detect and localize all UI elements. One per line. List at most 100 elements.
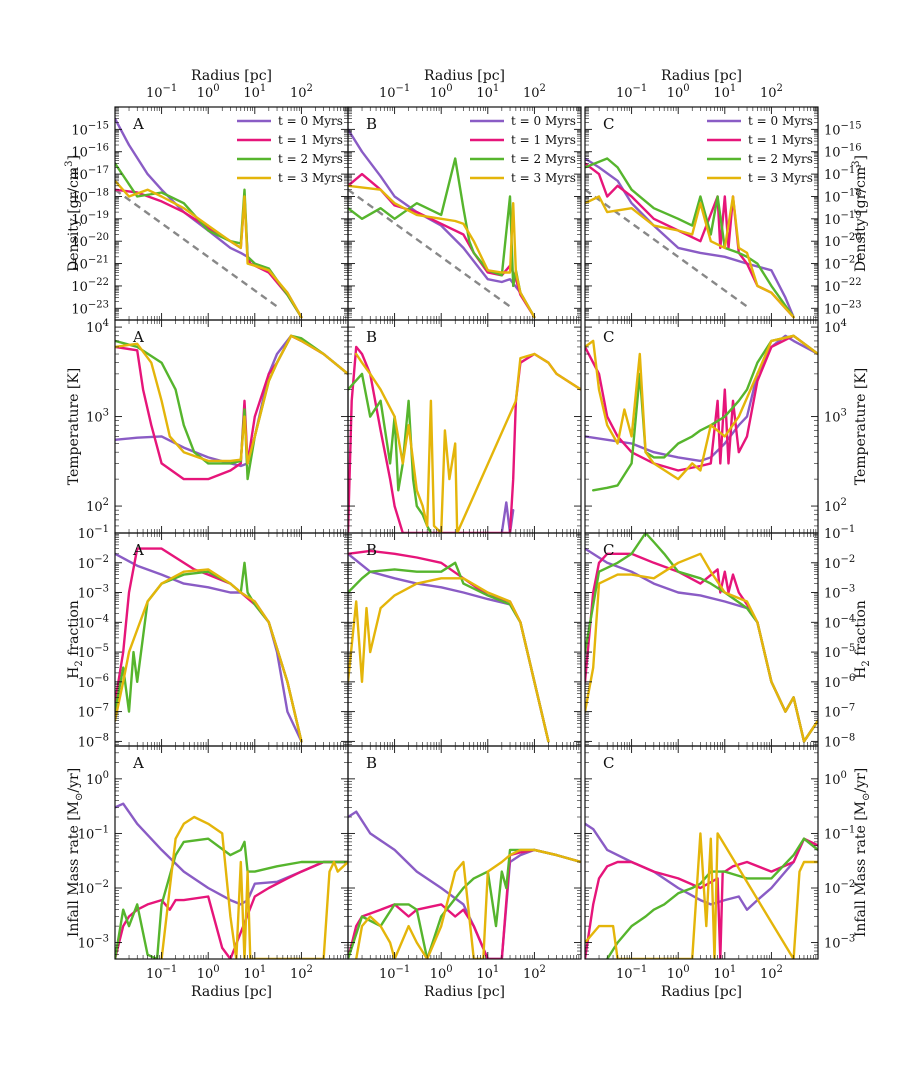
- y-tick-label: 102: [824, 497, 847, 515]
- series-line-t3: [585, 552, 818, 743]
- bottom-axis-title: Radius [pc]: [424, 984, 505, 1000]
- panel-letter: B: [366, 115, 377, 133]
- y-tick-label: 10−15: [71, 120, 109, 138]
- panel-density-C: C 10−15 10−16 10−17 10−18 10−19 10−20 10−21 10−2…: [584, 68, 862, 321]
- x-tick-label-top: 101: [713, 83, 736, 101]
- y-tick-label: 10−21: [71, 255, 109, 273]
- series-line-t3: [115, 334, 348, 465]
- top-axis-title: Radius [pc]: [191, 68, 272, 84]
- series-line-t1: [348, 172, 536, 319]
- legend: t = 0 Myrs t = 1 Myrs t = 2 Myrs t = 3 Myrs: [707, 114, 813, 185]
- x-tick-label-bottom: 10−1: [616, 964, 647, 982]
- panel-letter: B: [366, 754, 377, 772]
- y-tick-label: 10−18: [71, 187, 109, 205]
- y-tick-label: 10−23: [824, 299, 862, 317]
- series-line-t3: [355, 848, 581, 959]
- y-tick-label: 10−5: [78, 643, 109, 661]
- y-tick-label: 103: [86, 408, 109, 426]
- series-line-t1: [585, 552, 818, 743]
- panel-infall-C: C 100 10−1 10−2 10−3 10−1 100 101 102 Radius [pc]: [584, 745, 855, 1000]
- reference-power-law-line: [348, 188, 511, 308]
- series-line-t3: [115, 568, 303, 743]
- x-tick-label-top: 10−1: [379, 83, 410, 101]
- y-axis-title-right: Infall Mass rate [M⊙/yr]: [853, 768, 872, 937]
- legend-label: t = 2 Myrs: [748, 152, 813, 166]
- panel-letter: C: [603, 328, 614, 346]
- axes-frame: [584, 745, 819, 960]
- axes-frame: [114, 532, 349, 747]
- y-tick-label: 10−7: [78, 703, 109, 721]
- x-tick-label-top: 101: [476, 83, 499, 101]
- legend-label: t = 1 Myrs: [748, 133, 813, 147]
- plot-area: [115, 802, 348, 959]
- y-tick-label: 10−8: [824, 732, 855, 750]
- y-tick-label: 10−5: [824, 643, 855, 661]
- legend-label: t = 3 Myrs: [748, 171, 813, 185]
- y-tick-label: 10−1: [824, 824, 855, 842]
- y-axis-title-left: Infall Mass rate [M⊙/yr]: [66, 768, 85, 937]
- x-tick-label-bottom: 10−1: [379, 964, 410, 982]
- x-tick-label-bottom: 100: [430, 964, 453, 982]
- x-tick-label-bottom: 100: [197, 964, 220, 982]
- plot-area: [348, 345, 581, 533]
- panel-density-A: A 10−15 10−16 10−17 10−18 10−19 10−20 10−21 10−2…: [71, 68, 349, 321]
- y-tick-label: 10−2: [824, 879, 855, 897]
- bottom-axis-title: Radius [pc]: [661, 984, 742, 1000]
- panel-letter: B: [366, 541, 377, 559]
- legend-label: t = 1 Myrs: [278, 133, 343, 147]
- x-tick-label-top: 100: [430, 83, 453, 101]
- axes-frame: [347, 532, 582, 747]
- y-axis-title-right: Density [gr/cm3]: [851, 155, 869, 272]
- y-tick-label: 10−3: [78, 584, 109, 602]
- panel-h2-A: A 10−1 10−2 10−3 10−4 10−5 10−6 10−7 10−8: [78, 524, 349, 750]
- series-line-t1: [115, 860, 348, 959]
- legend-label: t = 3 Myrs: [278, 171, 343, 185]
- y-tick-label: 10−15: [824, 120, 862, 138]
- x-tick-label-bottom: 100: [667, 964, 690, 982]
- x-tick-label-top: 10−1: [616, 83, 647, 101]
- plot-area: [585, 822, 818, 959]
- series-line-t2: [115, 334, 348, 481]
- series-line-t3: [355, 352, 581, 533]
- x-tick-label-bottom: 101: [476, 964, 499, 982]
- series-line-t0: [585, 334, 818, 463]
- y-tick-label: 10−2: [78, 879, 109, 897]
- panel-temperature-C: C 102 103 104: [584, 318, 847, 534]
- panel-temperature-A: A 102 103 104: [86, 318, 349, 534]
- y-tick-label: 10−19: [824, 210, 862, 228]
- x-tick-label-top: 101: [243, 83, 266, 101]
- y-tick-label: 100: [824, 770, 847, 788]
- top-axis-title: Radius [pc]: [424, 68, 505, 84]
- y-tick-label: 10−20: [824, 232, 862, 250]
- series-line-t0: [115, 117, 303, 319]
- legend-label: t = 3 Myrs: [511, 171, 576, 185]
- series-line-t3: [348, 577, 550, 743]
- legend-label: t = 0 Myrs: [278, 114, 343, 128]
- y-tick-label: 10−22: [824, 277, 862, 295]
- x-tick-label-top: 100: [667, 83, 690, 101]
- plot-area: [585, 157, 795, 319]
- top-axis-title: Radius [pc]: [661, 68, 742, 84]
- y-tick-label: 10−6: [78, 673, 109, 691]
- y-tick-label: 10−18: [824, 187, 862, 205]
- series-line-t2: [348, 157, 536, 319]
- panel-letter: C: [603, 541, 614, 559]
- axes-frame: [347, 319, 582, 534]
- panel-letter: C: [603, 115, 614, 133]
- panel-letter: B: [366, 328, 377, 346]
- y-tick-label: 10−7: [824, 703, 855, 721]
- legend-label: t = 2 Myrs: [511, 152, 576, 166]
- panel-letter: C: [603, 754, 614, 772]
- y-tick-label: 10−23: [71, 299, 109, 317]
- y-tick-label: 10−6: [824, 673, 855, 691]
- plot-area: [115, 334, 348, 481]
- plot-area: [348, 549, 550, 743]
- axes-frame: [584, 532, 819, 747]
- y-tick-label: 10−22: [71, 277, 109, 295]
- x-tick-label-bottom: 101: [713, 964, 736, 982]
- series-line-t3: [585, 832, 818, 959]
- reference-power-law-line: [585, 188, 748, 308]
- series-line-t1: [115, 188, 303, 319]
- y-tick-label: 10−16: [71, 143, 109, 161]
